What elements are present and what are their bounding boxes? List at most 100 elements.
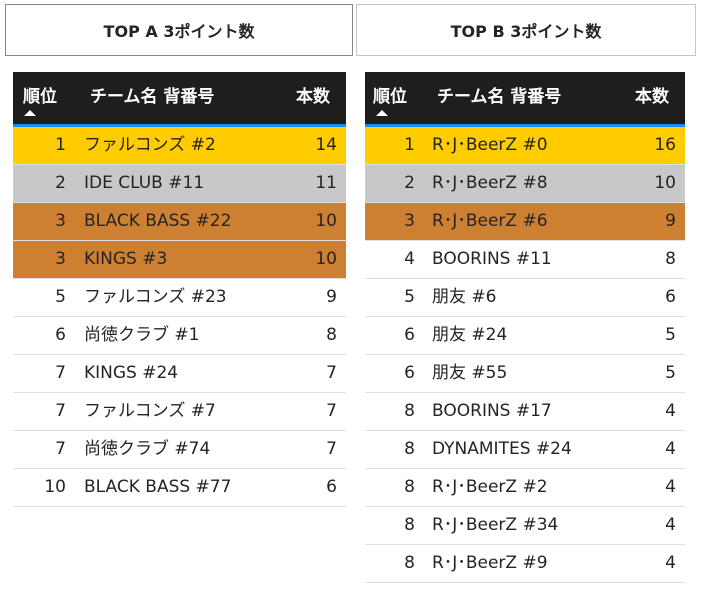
rank-cell: 6 — [404, 325, 415, 345]
table-header: 順位 チーム名 背番号 本数 — [13, 72, 346, 124]
name-cell: ファルコンズ #2 — [84, 135, 216, 155]
name-cell: R･J･BeerZ #8 — [432, 173, 548, 193]
count-cell: 10 — [654, 173, 676, 193]
count-cell: 9 — [326, 287, 337, 307]
ranking-table: 順位 チーム名 背番号 本数 1 R･J･BeerZ #0 16 2 R･J･BeerZ… — [365, 72, 685, 583]
rank-cell: 3 — [55, 249, 66, 269]
table-row[interactable]: 1 R･J･BeerZ #0 16 — [365, 127, 685, 165]
count-cell: 11 — [315, 173, 337, 193]
rank-cell: 6 — [404, 363, 415, 383]
name-cell: BOORINS #17 — [432, 401, 552, 421]
rank-cell: 8 — [404, 515, 415, 535]
name-cell: R･J･BeerZ #0 — [432, 135, 548, 155]
ranking-table: 順位 チーム名 背番号 本数 1 ファルコンズ #2 14 2 IDE CLUB #11… — [13, 72, 346, 507]
count-cell: 10 — [315, 249, 337, 269]
column-header-count[interactable]: 本数 — [296, 87, 330, 107]
table-row[interactable]: 7 尚徳クラブ #74 7 — [13, 431, 346, 469]
column-header-rank[interactable]: 順位 — [373, 87, 407, 107]
table-row[interactable]: 6 朋友 #24 5 — [365, 317, 685, 355]
rank-cell: 7 — [55, 439, 66, 459]
name-cell: 朋友 #55 — [432, 363, 508, 383]
count-cell: 6 — [326, 477, 337, 497]
count-cell: 7 — [326, 363, 337, 383]
table-row[interactable]: 10 BLACK BASS #77 6 — [13, 469, 346, 507]
count-cell: 4 — [665, 553, 676, 573]
table-row[interactable]: 7 KINGS #24 7 — [13, 355, 346, 393]
table-row[interactable]: 7 ファルコンズ #7 7 — [13, 393, 346, 431]
rank-cell: 2 — [55, 173, 66, 193]
count-cell: 4 — [665, 401, 676, 421]
table-row[interactable]: 3 BLACK BASS #22 10 — [13, 203, 346, 241]
rank-cell: 8 — [404, 439, 415, 459]
name-cell: IDE CLUB #11 — [84, 173, 205, 193]
column-header-count[interactable]: 本数 — [635, 87, 669, 107]
column-header-rank[interactable]: 順位 — [23, 87, 57, 107]
table-row[interactable]: 8 R･J･BeerZ #34 4 — [365, 507, 685, 545]
name-cell: 尚徳クラブ #74 — [84, 439, 211, 459]
table-row[interactable]: 8 R･J･BeerZ #2 4 — [365, 469, 685, 507]
sort-ascending-icon[interactable] — [24, 110, 36, 116]
rank-cell: 3 — [404, 211, 415, 231]
count-cell: 8 — [326, 325, 337, 345]
name-cell: KINGS #24 — [84, 363, 179, 383]
count-cell: 6 — [665, 287, 676, 307]
header-divider — [365, 124, 685, 127]
table-row[interactable]: 2 IDE CLUB #11 11 — [13, 165, 346, 203]
count-cell: 8 — [665, 249, 676, 269]
count-cell: 7 — [326, 401, 337, 421]
rank-cell: 4 — [404, 249, 415, 269]
count-cell: 7 — [326, 439, 337, 459]
name-cell: 朋友 #24 — [432, 325, 508, 345]
table-visual-a: TOP A 3ポイント数 順位 チーム名 背番号 本数 1 ファルコンズ #2 14… — [5, 0, 353, 596]
count-cell: 4 — [665, 439, 676, 459]
count-cell: 4 — [665, 477, 676, 497]
table-row[interactable]: 8 DYNAMITES #24 4 — [365, 431, 685, 469]
count-cell: 5 — [665, 363, 676, 383]
name-cell: BOORINS #11 — [432, 249, 552, 269]
table-row[interactable]: 1 ファルコンズ #2 14 — [13, 127, 346, 165]
name-cell: ファルコンズ #7 — [84, 401, 216, 421]
rank-cell: 8 — [404, 401, 415, 421]
name-cell: BLACK BASS #22 — [84, 211, 232, 231]
count-cell: 10 — [315, 211, 337, 231]
sort-ascending-icon[interactable] — [376, 110, 388, 116]
rank-cell: 10 — [44, 477, 66, 497]
name-cell: R･J･BeerZ #6 — [432, 211, 548, 231]
name-cell: ファルコンズ #23 — [84, 287, 227, 307]
rank-cell: 5 — [404, 287, 415, 307]
table-row[interactable]: 6 朋友 #55 5 — [365, 355, 685, 393]
table-body: 1 R･J･BeerZ #0 16 2 R･J･BeerZ #8 10 3 R･J･BeerZ… — [365, 127, 685, 583]
name-cell: BLACK BASS #77 — [84, 477, 232, 497]
rank-cell: 1 — [404, 135, 415, 155]
count-cell: 4 — [665, 515, 676, 535]
table-row[interactable]: 8 R･J･BeerZ #9 4 — [365, 545, 685, 583]
column-header-name[interactable]: チーム名 背番号 — [90, 87, 215, 107]
column-header-name[interactable]: チーム名 背番号 — [437, 87, 562, 107]
table-row[interactable]: 3 KINGS #3 10 — [13, 241, 346, 279]
table-row[interactable]: 6 尚徳クラブ #1 8 — [13, 317, 346, 355]
name-cell: 朋友 #6 — [432, 287, 497, 307]
rank-cell: 5 — [55, 287, 66, 307]
rank-cell: 1 — [55, 135, 66, 155]
table-row[interactable]: 4 BOORINS #11 8 — [365, 241, 685, 279]
count-cell: 16 — [654, 135, 676, 155]
name-cell: R･J･BeerZ #34 — [432, 515, 559, 535]
name-cell: DYNAMITES #24 — [432, 439, 572, 459]
table-visual-b: TOP B 3ポイント数 順位 チーム名 背番号 本数 1 R･J･BeerZ #… — [356, 0, 696, 596]
table-row[interactable]: 5 朋友 #6 6 — [365, 279, 685, 317]
rank-cell: 7 — [55, 363, 66, 383]
table-row[interactable]: 2 R･J･BeerZ #8 10 — [365, 165, 685, 203]
table-row[interactable]: 3 R･J･BeerZ #6 9 — [365, 203, 685, 241]
name-cell: R･J･BeerZ #9 — [432, 553, 548, 573]
name-cell: 尚徳クラブ #1 — [84, 325, 200, 345]
table-header: 順位 チーム名 背番号 本数 — [365, 72, 685, 124]
table-body: 1 ファルコンズ #2 14 2 IDE CLUB #11 11 3 BLACK BASS #… — [13, 127, 346, 507]
table-row[interactable]: 8 BOORINS #17 4 — [365, 393, 685, 431]
visual-title: TOP A 3ポイント数 — [5, 4, 353, 56]
rank-cell: 3 — [55, 211, 66, 231]
rank-cell: 7 — [55, 401, 66, 421]
table-row[interactable]: 5 ファルコンズ #23 9 — [13, 279, 346, 317]
rank-cell: 6 — [55, 325, 66, 345]
header-divider — [13, 124, 346, 127]
count-cell: 14 — [315, 135, 337, 155]
